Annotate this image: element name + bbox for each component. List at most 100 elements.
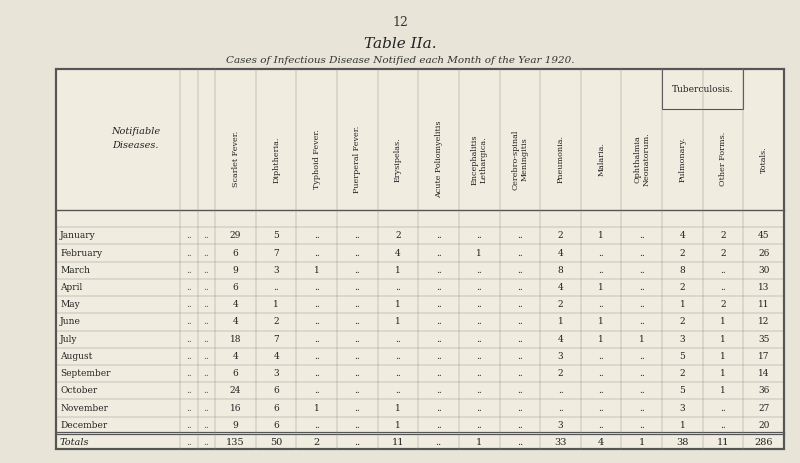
Text: ..: ..	[477, 266, 482, 275]
Text: ..: ..	[720, 421, 726, 430]
Text: ..: ..	[186, 421, 192, 430]
Text: 3: 3	[680, 335, 686, 344]
Text: Table IIa.: Table IIa.	[364, 37, 436, 51]
Text: ..: ..	[598, 352, 604, 361]
Text: ..: ..	[720, 283, 726, 292]
Text: 6: 6	[233, 283, 238, 292]
Text: ..: ..	[436, 352, 442, 361]
Text: 2: 2	[680, 369, 686, 378]
Text: ..: ..	[639, 300, 645, 309]
Text: 11: 11	[392, 438, 404, 447]
Text: ..: ..	[517, 232, 522, 240]
Text: ..: ..	[558, 404, 563, 413]
Text: ..: ..	[720, 404, 726, 413]
Text: ..: ..	[477, 283, 482, 292]
Text: 1: 1	[598, 318, 604, 326]
Text: Tuberculosis.: Tuberculosis.	[672, 85, 734, 94]
Text: 3: 3	[558, 352, 563, 361]
Text: January: January	[60, 232, 96, 240]
Text: ..: ..	[314, 232, 320, 240]
Text: ..: ..	[203, 300, 210, 309]
Text: ..: ..	[354, 335, 360, 344]
Text: 5: 5	[679, 352, 686, 361]
Text: 8: 8	[558, 266, 563, 275]
Text: 1: 1	[598, 283, 604, 292]
Text: 1: 1	[598, 232, 604, 240]
Text: ..: ..	[436, 300, 442, 309]
Text: 4: 4	[558, 283, 563, 292]
Text: ..: ..	[720, 266, 726, 275]
Text: ..: ..	[186, 283, 192, 292]
Text: August: August	[60, 352, 92, 361]
Text: 33: 33	[554, 438, 566, 447]
Text: ..: ..	[186, 318, 192, 326]
Text: 4: 4	[233, 300, 238, 309]
Text: Other Forms.: Other Forms.	[719, 132, 727, 187]
Text: ..: ..	[203, 421, 210, 430]
Text: ..: ..	[354, 404, 360, 413]
Text: 1: 1	[395, 318, 401, 326]
Text: 8: 8	[679, 266, 686, 275]
Text: December: December	[60, 421, 107, 430]
Text: 35: 35	[758, 335, 770, 344]
Text: 2: 2	[395, 232, 401, 240]
Text: ..: ..	[186, 404, 192, 413]
Text: 50: 50	[270, 438, 282, 447]
Text: ..: ..	[477, 335, 482, 344]
Text: 1: 1	[558, 318, 563, 326]
Text: ..: ..	[314, 386, 320, 395]
Text: ..: ..	[517, 352, 522, 361]
Text: 4: 4	[558, 335, 563, 344]
Text: Pulmonary.: Pulmonary.	[678, 137, 686, 182]
Text: ..: ..	[203, 283, 210, 292]
Text: 4: 4	[679, 232, 686, 240]
Text: ..: ..	[477, 369, 482, 378]
Text: ..: ..	[436, 232, 442, 240]
Text: ..: ..	[517, 266, 522, 275]
Text: ..: ..	[598, 421, 604, 430]
Text: May: May	[60, 300, 80, 309]
Text: ..: ..	[477, 421, 482, 430]
Text: ..: ..	[436, 335, 442, 344]
Text: 7: 7	[274, 249, 279, 257]
Text: 2: 2	[558, 300, 563, 309]
Text: 2: 2	[720, 232, 726, 240]
Text: ..: ..	[477, 232, 482, 240]
Text: 3: 3	[274, 266, 279, 275]
Text: 27: 27	[758, 404, 770, 413]
Text: 2: 2	[720, 300, 726, 309]
Text: ..: ..	[203, 335, 210, 344]
Text: 5: 5	[679, 386, 686, 395]
Text: ..: ..	[314, 283, 320, 292]
Text: ..: ..	[186, 386, 192, 395]
Text: 26: 26	[758, 249, 770, 257]
Text: 1: 1	[477, 249, 482, 257]
Text: 38: 38	[676, 438, 689, 447]
Text: Encephalitis
Lethargica.: Encephalitis Lethargica.	[470, 134, 488, 185]
Text: ..: ..	[598, 404, 604, 413]
Text: 3: 3	[680, 404, 686, 413]
Text: 1: 1	[720, 386, 726, 395]
Text: Malaria.: Malaria.	[597, 143, 605, 176]
Text: ..: ..	[354, 249, 360, 257]
Text: June: June	[60, 318, 81, 326]
Text: 1: 1	[314, 404, 320, 413]
Text: ..: ..	[203, 369, 210, 378]
Text: ..: ..	[354, 421, 360, 430]
Text: 1: 1	[720, 352, 726, 361]
Text: Acute Poliomyelitis: Acute Poliomyelitis	[434, 121, 442, 198]
Text: 4: 4	[395, 249, 401, 257]
Text: ..: ..	[354, 386, 360, 395]
Text: ..: ..	[435, 438, 442, 447]
Text: ..: ..	[395, 335, 401, 344]
Text: ..: ..	[436, 386, 442, 395]
Text: 1: 1	[314, 266, 320, 275]
Text: 1: 1	[720, 318, 726, 326]
Text: ..: ..	[314, 300, 320, 309]
Text: 1: 1	[720, 335, 726, 344]
Text: 13: 13	[758, 283, 770, 292]
Text: ..: ..	[354, 438, 361, 447]
Text: September: September	[60, 369, 110, 378]
Text: Notifiable: Notifiable	[111, 127, 160, 136]
Text: 1: 1	[274, 300, 279, 309]
